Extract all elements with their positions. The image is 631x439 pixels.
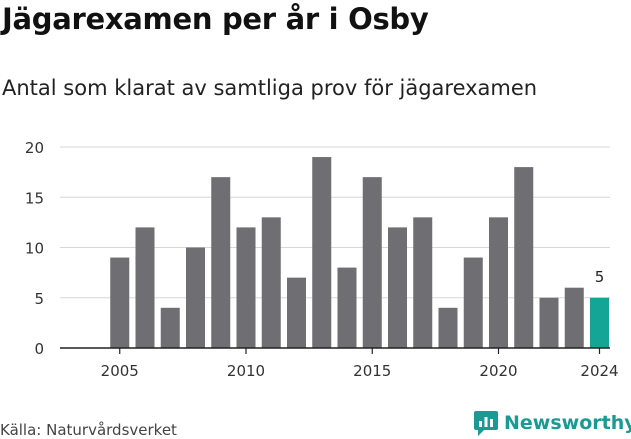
bar <box>489 217 508 348</box>
bar <box>135 227 155 348</box>
highlight-bar <box>590 297 609 348</box>
bar <box>564 287 584 348</box>
bar-chart: 0 5 10 15 20 2005 2010 2015 2020 2024 5 <box>25 139 619 380</box>
newsworthy-logo-icon <box>474 411 498 436</box>
y-tick-label: 10 <box>25 240 44 258</box>
chart-subtitle: Antal som klarat av samtliga prov för jä… <box>2 76 538 100</box>
bar <box>463 257 483 348</box>
bar <box>110 257 130 348</box>
bar <box>337 267 357 348</box>
x-tick-label: 2024 <box>580 362 618 380</box>
bar <box>236 227 256 348</box>
y-tick-label: 20 <box>25 139 44 157</box>
bar <box>413 217 433 348</box>
bar <box>312 157 332 348</box>
bar <box>514 167 534 348</box>
x-tick-label: 2020 <box>479 362 517 380</box>
bar <box>287 277 306 348</box>
y-tick-label: 5 <box>34 290 44 308</box>
x-tick-label: 2010 <box>227 362 265 380</box>
y-tick-label: 0 <box>34 340 44 358</box>
brand-logo: Newsworthy <box>474 407 631 439</box>
highlight-data-label: 5 <box>595 268 605 286</box>
y-tick-label: 15 <box>25 189 44 207</box>
bar <box>261 217 281 348</box>
brand-name: Newsworthy <box>504 412 631 434</box>
source-note: Källa: Naturvårdsverket <box>0 421 177 439</box>
bar <box>186 247 205 348</box>
bar <box>539 297 559 348</box>
bar <box>211 177 231 348</box>
x-tick-label: 2015 <box>353 362 391 380</box>
bar <box>160 307 180 348</box>
bar <box>438 307 458 348</box>
chart-title: Jägarexamen per år i Osby <box>2 2 429 36</box>
x-tick-label: 2005 <box>101 362 139 380</box>
bar <box>362 177 382 348</box>
bar <box>388 227 407 348</box>
